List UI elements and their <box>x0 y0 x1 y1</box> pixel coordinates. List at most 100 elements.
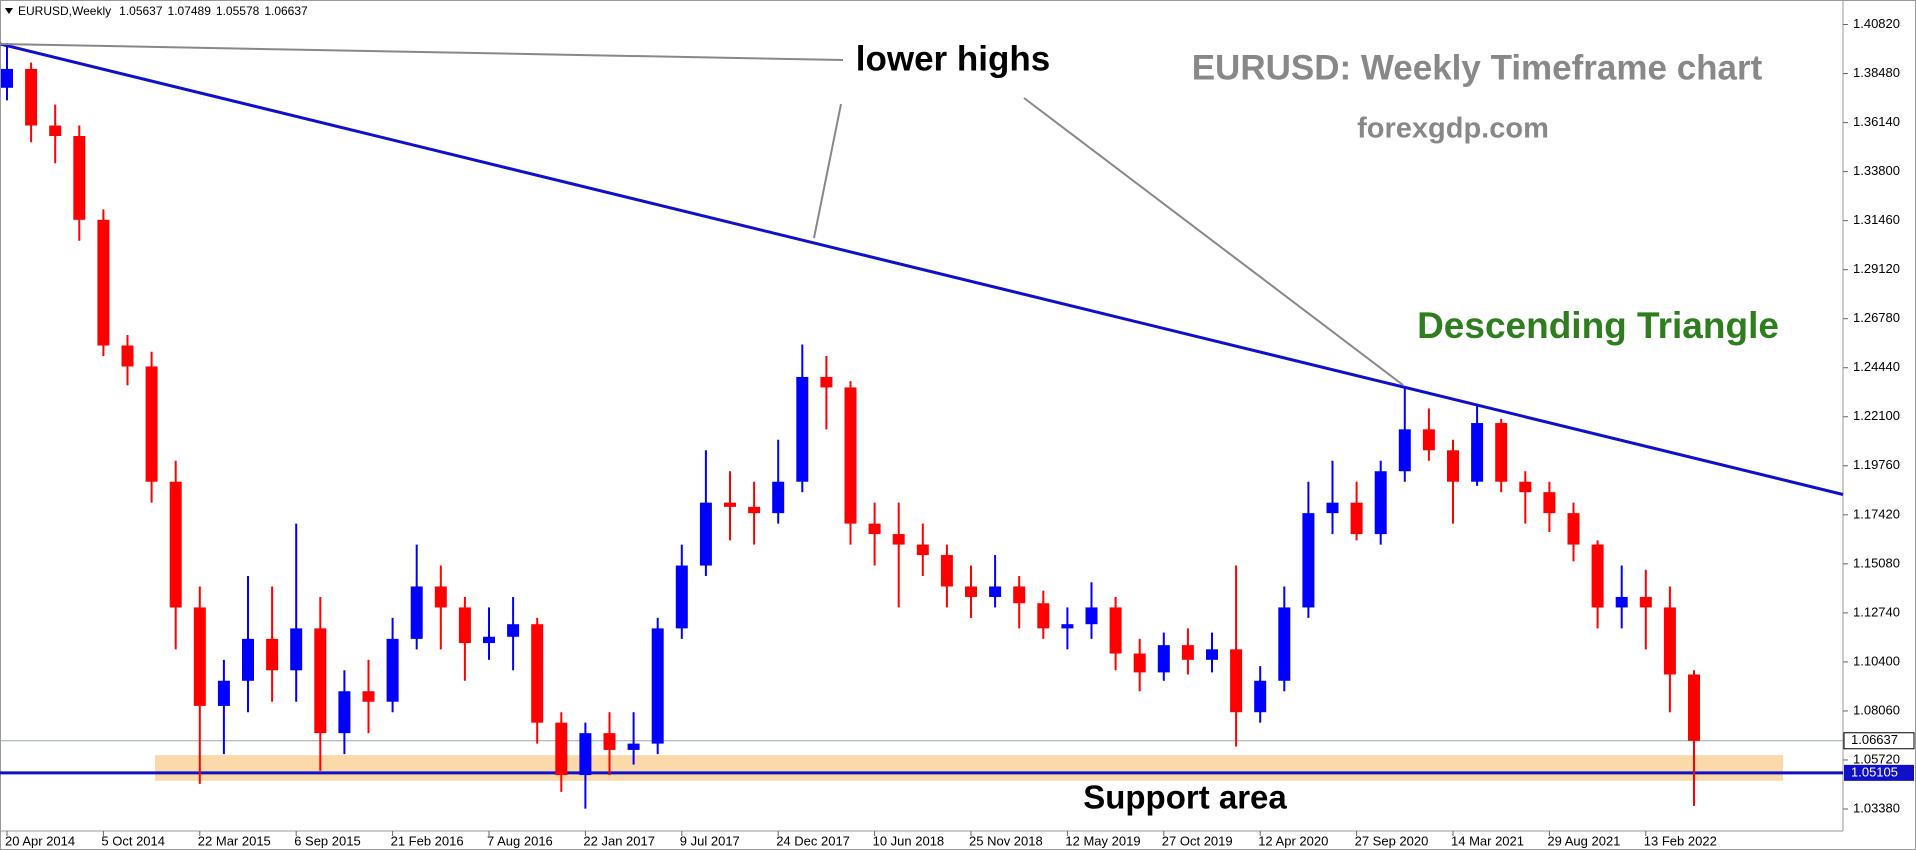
connector-top <box>0 43 844 61</box>
candle-body <box>1326 502 1339 514</box>
candle-body <box>73 135 86 220</box>
y-tick-label: 1.08060 <box>1853 702 1900 717</box>
y-tick-label: 1.22100 <box>1853 408 1900 423</box>
plot-area <box>0 42 1844 809</box>
candle-body <box>1374 471 1387 535</box>
y-tick-label: 1.17420 <box>1853 506 1900 521</box>
candle-body <box>434 586 447 608</box>
last-price-label: 1.06637 <box>1851 732 1898 747</box>
candle-body <box>699 502 712 566</box>
y-tick-label: 1.40820 <box>1853 16 1900 31</box>
lower-highs-label: lower highs <box>856 39 1050 78</box>
x-tick-label: 27 Sep 2020 <box>1355 833 1429 848</box>
y-tick-label: 1.29120 <box>1853 261 1900 276</box>
candle-body <box>772 481 785 514</box>
chart-title: EURUSD: Weekly Timeframe chart <box>1192 48 1763 87</box>
y-tick-label: 1.05720 <box>1853 751 1900 766</box>
y-tick-label: 1.24440 <box>1853 359 1900 374</box>
candle-body <box>25 68 38 126</box>
candle-body <box>1206 649 1218 660</box>
y-tick-label: 1.26780 <box>1853 310 1900 325</box>
y-tick-label: 1.19760 <box>1853 457 1900 472</box>
candle-body <box>1688 674 1700 741</box>
candle-body <box>1447 450 1459 482</box>
candle-body <box>169 481 182 608</box>
candle-body <box>1495 423 1508 482</box>
candle-body <box>1639 596 1652 608</box>
candle-body <box>483 636 495 644</box>
candle-body <box>916 544 929 556</box>
x-tick-label: 9 Jul 2017 <box>680 833 740 848</box>
candle-body <box>748 506 761 514</box>
candle-body <box>1109 607 1122 654</box>
y-tick-label: 1.38480 <box>1853 65 1900 80</box>
header-symbol: EURUSD,Weekly <box>18 4 111 18</box>
x-tick-label: 10 Jun 2018 <box>873 833 945 848</box>
candle-body <box>675 565 688 629</box>
candle-body <box>627 743 640 750</box>
x-tick-label: 12 Apr 2020 <box>1258 833 1328 848</box>
candle-body <box>844 387 857 524</box>
candle-body <box>531 624 544 723</box>
x-tick-label: 20 Apr 2014 <box>5 833 75 848</box>
candle-body <box>266 638 279 671</box>
candle-body <box>1663 607 1676 675</box>
candle-body <box>1157 645 1170 673</box>
connector-left <box>813 103 842 239</box>
header-close: 1.06637 <box>264 4 308 18</box>
y-tick-label: 1.36140 <box>1853 114 1900 129</box>
y-tick-label: 1.31460 <box>1853 212 1900 227</box>
header-high: 1.07489 <box>168 4 212 18</box>
candle-body <box>1422 429 1435 451</box>
candle-body <box>49 125 62 136</box>
candle-body <box>1 68 13 88</box>
candle-body <box>1591 544 1604 608</box>
candle-body <box>1302 513 1315 608</box>
candle-body <box>1543 492 1556 514</box>
y-tick-label: 1.15080 <box>1853 555 1900 570</box>
candle-body <box>555 722 568 776</box>
candle-body <box>1013 586 1026 604</box>
candle-body <box>386 638 399 702</box>
candle-body <box>1398 429 1411 472</box>
candle-body <box>1133 653 1146 673</box>
candle-body <box>940 555 953 587</box>
candle-body <box>290 628 303 671</box>
y-tick-label: 1.03380 <box>1853 800 1900 815</box>
support-price-label: 1.05105 <box>1851 764 1898 779</box>
candle-body <box>1350 502 1363 535</box>
support-label: Support area <box>1083 779 1287 816</box>
candle-body <box>121 345 134 367</box>
x-tick-label: 27 Oct 2019 <box>1162 833 1233 848</box>
candle-body <box>145 366 158 482</box>
candle-body <box>217 680 230 706</box>
x-tick-label: 12 May 2019 <box>1065 833 1140 848</box>
candle-body <box>97 219 110 346</box>
x-tick-label: 22 Jan 2017 <box>583 833 655 848</box>
x-tick-label: 24 Dec 2017 <box>776 833 850 848</box>
candle-body <box>1037 603 1050 629</box>
x-tick-label: 13 Feb 2022 <box>1644 833 1717 848</box>
candle-body <box>868 523 881 535</box>
candle-body <box>1254 680 1267 713</box>
x-tick-label: 5 Oct 2014 <box>101 833 165 848</box>
candle-body <box>796 376 809 482</box>
pattern-label: Descending Triangle <box>1417 305 1779 346</box>
header: EURUSD,Weekly 1.05637 1.07489 1.05578 1.0663… <box>18 4 308 18</box>
support-zone <box>155 755 1783 781</box>
candle-body <box>603 733 616 750</box>
connector-right <box>1023 97 1404 386</box>
candle-body <box>242 638 254 681</box>
candle-body <box>965 586 977 597</box>
x-tick-label: 22 Mar 2015 <box>198 833 271 848</box>
header-open: 1.05637 <box>119 4 163 18</box>
candle-body <box>1471 423 1484 482</box>
candle-body <box>1061 624 1074 629</box>
last-price-box <box>1843 732 1915 750</box>
candle-body <box>1567 513 1580 545</box>
candle-body <box>1085 607 1098 625</box>
y-tick-label: 1.33800 <box>1853 163 1900 178</box>
candle-body <box>338 691 351 734</box>
